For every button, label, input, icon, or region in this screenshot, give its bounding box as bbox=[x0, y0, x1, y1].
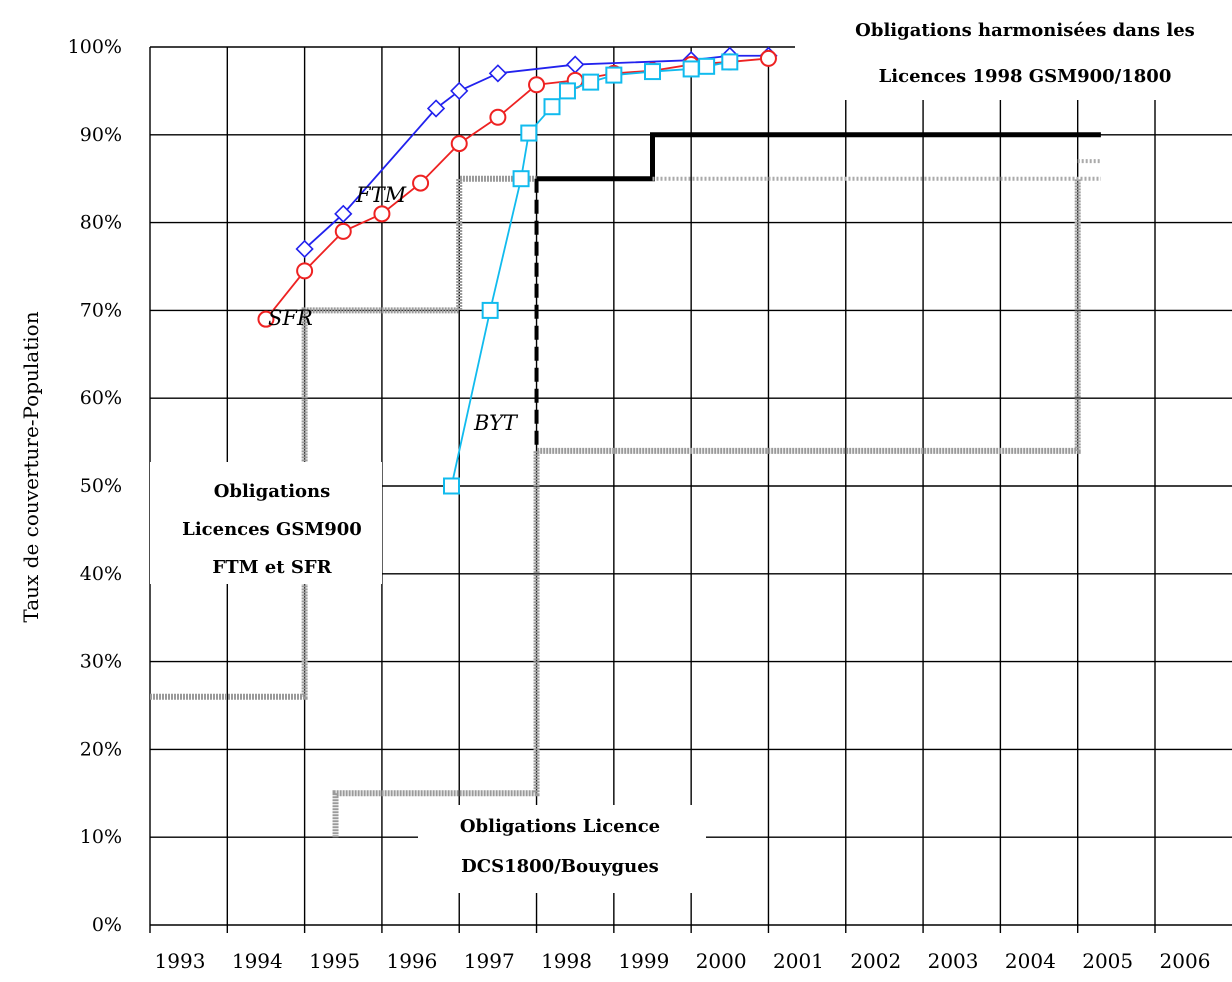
obligation-line bbox=[150, 175, 537, 700]
data-point-ftm bbox=[450, 81, 469, 101]
annotation-dcs1800-line1: Obligations Licence bbox=[460, 816, 660, 837]
series-line-sfr bbox=[265, 57, 769, 320]
data-point-sfr bbox=[759, 49, 777, 67]
series-label-byt: BYT bbox=[473, 411, 519, 435]
x-tick-label: 2002 bbox=[850, 949, 901, 973]
data-point-sfr bbox=[296, 262, 314, 280]
x-tick-label: 1996 bbox=[386, 949, 437, 973]
annotation-bg-dcs1800 bbox=[418, 805, 706, 893]
series-lines bbox=[257, 46, 778, 495]
x-tick-label: 1998 bbox=[541, 949, 592, 973]
data-point-sfr bbox=[528, 76, 546, 94]
x-tick-label: 2003 bbox=[928, 949, 979, 973]
data-point-sfr bbox=[412, 174, 430, 192]
data-point-byt bbox=[644, 63, 661, 81]
annotation-1998-line1: Obligations harmonisées dans les bbox=[855, 20, 1195, 41]
annotation-gsm900-line2: Licences GSM900 bbox=[182, 519, 362, 540]
x-axis-ticks: 1993 1994 1995 1996 1997 1998 1999 2000 2001 2002… bbox=[155, 949, 1211, 973]
data-point-byt bbox=[582, 73, 600, 91]
y-tick-label: 30% bbox=[80, 651, 122, 673]
obligation-line bbox=[536, 132, 1101, 182]
x-tick-label: 1995 bbox=[309, 949, 360, 973]
annotation-gsm900-line3: FTM et SFR bbox=[212, 557, 332, 578]
data-point-byt bbox=[512, 170, 530, 188]
data-point-byt bbox=[698, 57, 716, 75]
data-point-byt bbox=[481, 301, 499, 319]
annotation-bg-1998 bbox=[795, 0, 1232, 100]
y-tick-label: 10% bbox=[80, 826, 122, 848]
x-tick-label: 2006 bbox=[1160, 949, 1211, 973]
data-point-ftm bbox=[334, 204, 353, 223]
x-tick-label: 2001 bbox=[773, 949, 824, 973]
data-point-ftm bbox=[295, 239, 314, 259]
x-tick-label: 2000 bbox=[696, 949, 747, 973]
x-tick-label: 1999 bbox=[618, 949, 669, 973]
data-point-byt bbox=[558, 82, 576, 100]
obligation-line bbox=[332, 178, 1081, 838]
y-tick-label: 100% bbox=[68, 36, 122, 58]
x-tick-label: 1993 bbox=[155, 949, 206, 973]
data-point-sfr bbox=[257, 310, 275, 328]
y-tick-label: 50% bbox=[80, 475, 122, 497]
series-label-sfr: SFR bbox=[268, 306, 313, 330]
y-tick-label: 60% bbox=[80, 387, 122, 409]
annotation-1998-line2: Licences 1998 GSM900/1800 bbox=[879, 66, 1172, 87]
data-point-byt bbox=[682, 60, 700, 78]
data-point-sfr bbox=[450, 135, 468, 153]
annotation-gsm900-line1: Obligations bbox=[214, 481, 331, 502]
y-tick-label: 0% bbox=[92, 914, 122, 936]
data-point-byt bbox=[721, 53, 739, 71]
y-tick-label: 40% bbox=[80, 563, 122, 585]
data-point-sfr bbox=[373, 205, 391, 223]
y-axis-label: Taux de couverture-Population bbox=[19, 311, 43, 622]
data-point-byt bbox=[605, 66, 623, 84]
x-tick-label: 2004 bbox=[1005, 949, 1056, 973]
y-tick-label: 70% bbox=[80, 299, 122, 321]
data-point-byt bbox=[543, 98, 561, 116]
x-tick-label: 2005 bbox=[1082, 949, 1133, 973]
data-point-sfr bbox=[489, 108, 507, 126]
y-tick-label: 80% bbox=[80, 212, 122, 234]
data-point-byt bbox=[520, 124, 538, 142]
x-tick-label: 1997 bbox=[464, 949, 515, 973]
y-axis-ticks: 0% 10% 20% 30% 40% 50% 60% 70% 80% 90% 100% bbox=[68, 36, 122, 936]
data-point-ftm bbox=[566, 55, 585, 74]
data-point-byt bbox=[443, 477, 460, 495]
annotation-dcs1800-line2: DCS1800/Bouygues bbox=[461, 856, 659, 877]
obligation-lines bbox=[150, 132, 1101, 838]
y-tick-label: 20% bbox=[80, 738, 122, 760]
data-point-ftm bbox=[426, 99, 446, 118]
data-point-ftm bbox=[488, 64, 508, 83]
y-tick-label: 90% bbox=[80, 124, 122, 146]
x-tick-label: 1994 bbox=[232, 949, 283, 973]
series-label-ftm: FTM bbox=[355, 183, 407, 207]
annotation-bg-gsm900 bbox=[150, 462, 382, 584]
data-point-sfr bbox=[334, 222, 352, 240]
